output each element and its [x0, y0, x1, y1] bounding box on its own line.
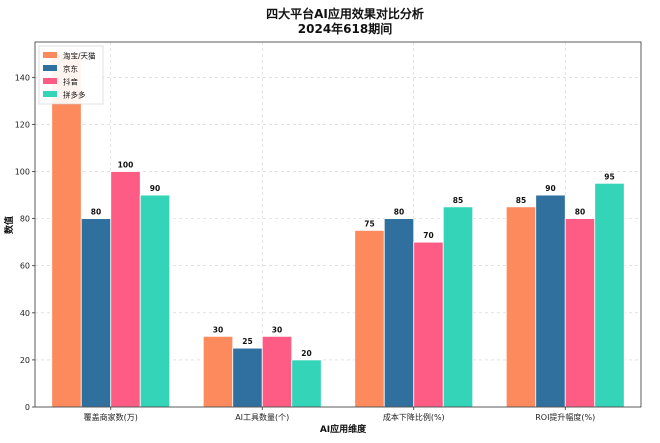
y-tick-label: 60 — [20, 262, 30, 271]
bar — [535, 194, 566, 408]
bar — [261, 335, 293, 408]
bar — [442, 206, 474, 408]
y-tick-label: 120 — [15, 120, 30, 129]
data-label: 30 — [272, 325, 282, 334]
x-tick-label: AI工具数量(个) — [235, 412, 289, 422]
data-label: 85 — [516, 196, 526, 205]
bar — [202, 335, 234, 408]
legend-label: 拼多多 — [63, 90, 86, 100]
data-label: 80 — [575, 208, 585, 217]
chart-title: 四大平台AI应用效果对比分析 — [266, 6, 424, 21]
bar — [80, 218, 112, 408]
bar — [51, 53, 82, 408]
data-label: 30 — [213, 325, 223, 334]
data-label: 20 — [301, 349, 311, 358]
data-label: 80 — [91, 208, 101, 217]
data-label: 85 — [453, 196, 463, 205]
chart-subtitle: 2024年618期间 — [298, 21, 392, 36]
x-tick-label: 成本下降比例(%) — [383, 412, 445, 422]
data-label: 90 — [545, 184, 555, 193]
data-label: 25 — [242, 337, 252, 346]
y-tick-label: 20 — [20, 356, 30, 365]
plot-frame — [34, 41, 642, 408]
bar — [564, 218, 596, 408]
legend-swatch — [43, 91, 57, 97]
data-label: 75 — [364, 219, 374, 228]
bar — [110, 171, 141, 408]
bar — [139, 194, 171, 408]
data-label: 90 — [150, 184, 160, 193]
data-label: 80 — [394, 208, 404, 217]
bar — [354, 229, 385, 408]
y-tick-label: 80 — [20, 215, 30, 224]
legend-label: 抖音 — [63, 77, 78, 87]
x-axis-label: AI应用维度 — [320, 423, 367, 435]
bar — [291, 359, 322, 408]
data-label: 100 — [118, 161, 134, 170]
bar — [413, 241, 444, 408]
legend-label: 淘宝/天猫 — [63, 51, 96, 61]
bar — [383, 218, 415, 408]
legend-swatch — [43, 52, 57, 58]
y-tick-label: 140 — [15, 73, 30, 82]
bar — [505, 206, 537, 408]
x-tick-label: ROI提升幅度(%) — [535, 412, 595, 422]
y-axis-label: 数值 — [3, 216, 15, 234]
bar — [232, 347, 263, 408]
y-tick-label: 100 — [15, 168, 30, 177]
data-label: 95 — [604, 172, 614, 181]
x-tick-label: 覆盖商家数(万) — [84, 412, 138, 422]
legend-label: 京东 — [63, 64, 78, 74]
data-label: 70 — [423, 231, 433, 240]
legend-swatch — [43, 78, 57, 84]
y-tick-label: 40 — [20, 309, 30, 318]
y-tick-label: 0 — [25, 403, 30, 412]
bar — [594, 182, 625, 408]
legend-swatch — [43, 65, 57, 71]
